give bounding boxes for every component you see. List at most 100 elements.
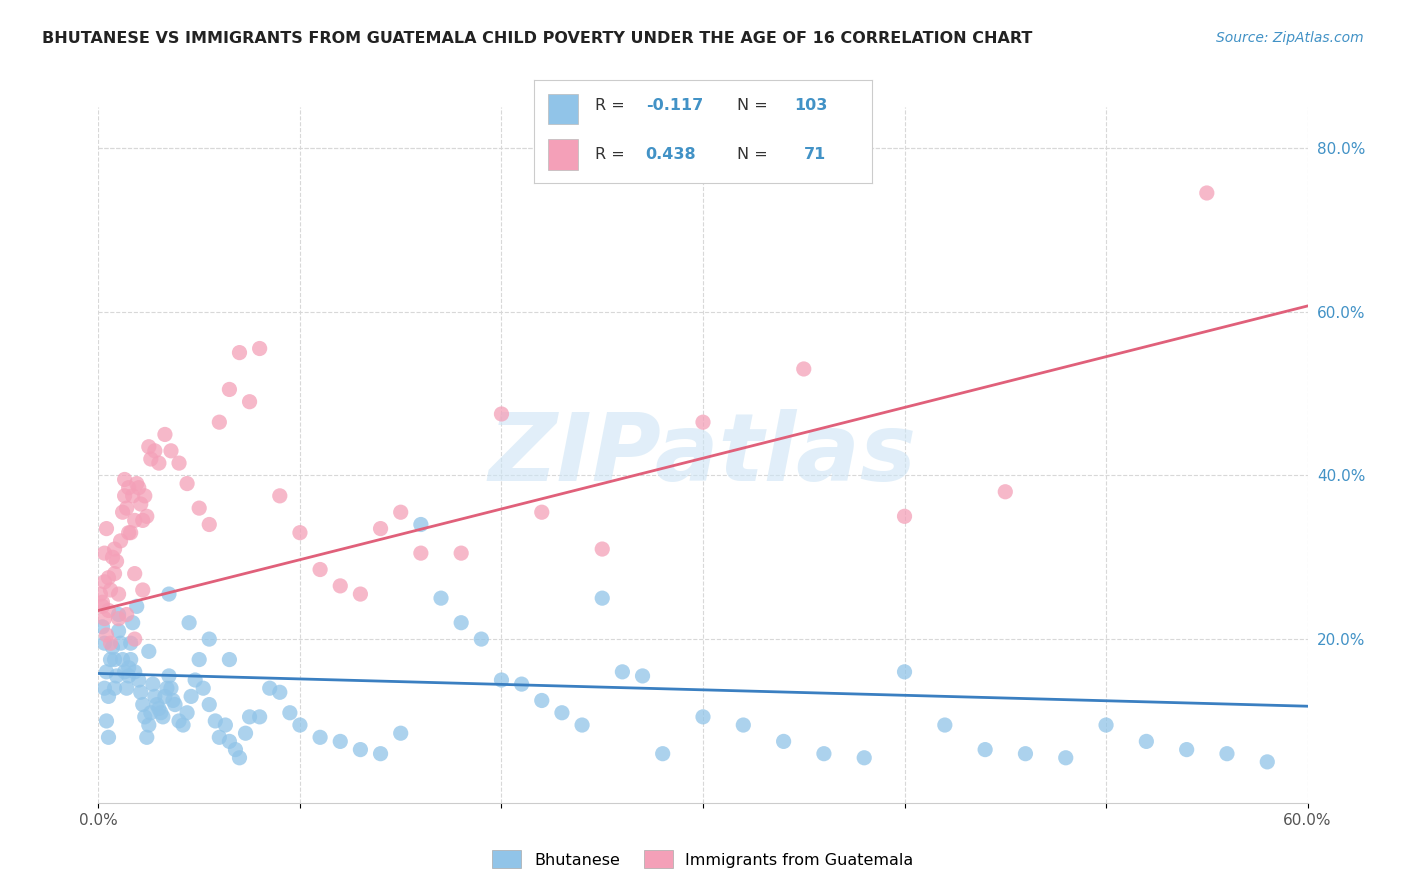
Point: [160, 681, 183, 696]
Point: [269, 685, 291, 699]
Point: [89, 587, 111, 601]
Point: [1054, 751, 1077, 765]
Point: [309, 562, 332, 576]
Point: [132, 582, 155, 597]
Point: [208, 415, 231, 429]
Point: [249, 710, 271, 724]
Point: [167, 456, 190, 470]
Point: [100, 652, 122, 666]
Point: [409, 546, 432, 560]
Point: [114, 473, 136, 487]
Point: [733, 718, 755, 732]
Point: [813, 747, 835, 761]
Point: [571, 718, 593, 732]
Point: [138, 644, 160, 658]
Point: [143, 443, 166, 458]
Point: [138, 718, 160, 732]
Point: [138, 440, 160, 454]
Point: [134, 489, 156, 503]
Point: [612, 665, 634, 679]
Point: [180, 690, 202, 704]
Text: R =: R =: [595, 146, 630, 161]
Point: [105, 554, 128, 568]
Text: N =: N =: [737, 146, 778, 161]
Point: [370, 747, 392, 761]
Point: [1195, 186, 1218, 200]
Point: [101, 640, 124, 655]
Point: [167, 714, 190, 728]
Point: [134, 710, 156, 724]
Point: [118, 481, 141, 495]
Point: [139, 706, 162, 720]
Point: [91, 620, 114, 634]
Point: [100, 636, 122, 650]
Point: [107, 624, 129, 638]
Point: [349, 587, 371, 601]
Point: [329, 579, 352, 593]
Point: [97, 603, 120, 617]
Point: [128, 481, 150, 495]
Point: [269, 489, 291, 503]
Point: [110, 636, 132, 650]
Text: BHUTANESE VS IMMIGRANTS FROM GUATEMALA CHILD POVERTY UNDER THE AGE OF 16 CORRELA: BHUTANESE VS IMMIGRANTS FROM GUATEMALA C…: [42, 31, 1032, 46]
Point: [162, 693, 184, 707]
Point: [93, 681, 115, 696]
Point: [1135, 734, 1157, 748]
Point: [93, 636, 115, 650]
Point: [235, 726, 257, 740]
Point: [772, 734, 794, 748]
Point: [118, 669, 141, 683]
Point: [107, 612, 129, 626]
Point: [853, 751, 876, 765]
Point: [530, 505, 553, 519]
Point: [249, 342, 271, 356]
Point: [96, 628, 118, 642]
Point: [96, 665, 118, 679]
Point: [132, 513, 155, 527]
Point: [128, 673, 150, 687]
Point: [198, 517, 221, 532]
Point: [115, 681, 138, 696]
Point: [121, 489, 143, 503]
Bar: [548, 139, 578, 169]
Point: [103, 566, 125, 581]
Point: [278, 706, 301, 720]
Text: -0.117: -0.117: [645, 98, 703, 113]
Point: [153, 427, 176, 442]
Point: [139, 452, 162, 467]
Point: [259, 681, 281, 696]
Point: [93, 574, 115, 589]
Point: [157, 669, 180, 683]
Point: [491, 407, 513, 421]
Text: 0.438: 0.438: [645, 146, 696, 161]
Text: R =: R =: [595, 98, 630, 113]
Point: [198, 698, 221, 712]
Point: [591, 591, 613, 606]
Point: [121, 615, 143, 630]
Point: [389, 505, 412, 519]
Point: [793, 362, 815, 376]
Point: [184, 673, 207, 687]
Point: [208, 731, 231, 745]
Point: [118, 525, 141, 540]
Legend: Bhutanese, Immigrants from Guatemala: Bhutanese, Immigrants from Guatemala: [486, 844, 920, 875]
Point: [143, 690, 166, 704]
Point: [156, 681, 179, 696]
Point: [103, 681, 125, 696]
Point: [692, 710, 714, 724]
Point: [204, 714, 226, 728]
Point: [118, 661, 141, 675]
Point: [120, 652, 142, 666]
Point: [188, 501, 211, 516]
Text: N =: N =: [737, 98, 773, 113]
Point: [97, 571, 120, 585]
Point: [148, 701, 170, 715]
Point: [1095, 718, 1118, 732]
Point: [450, 615, 472, 630]
Point: [135, 731, 157, 745]
Point: [450, 546, 472, 560]
Point: [934, 718, 956, 732]
Point: [631, 669, 654, 683]
Text: Source: ZipAtlas.com: Source: ZipAtlas.com: [1216, 31, 1364, 45]
Point: [188, 652, 211, 666]
